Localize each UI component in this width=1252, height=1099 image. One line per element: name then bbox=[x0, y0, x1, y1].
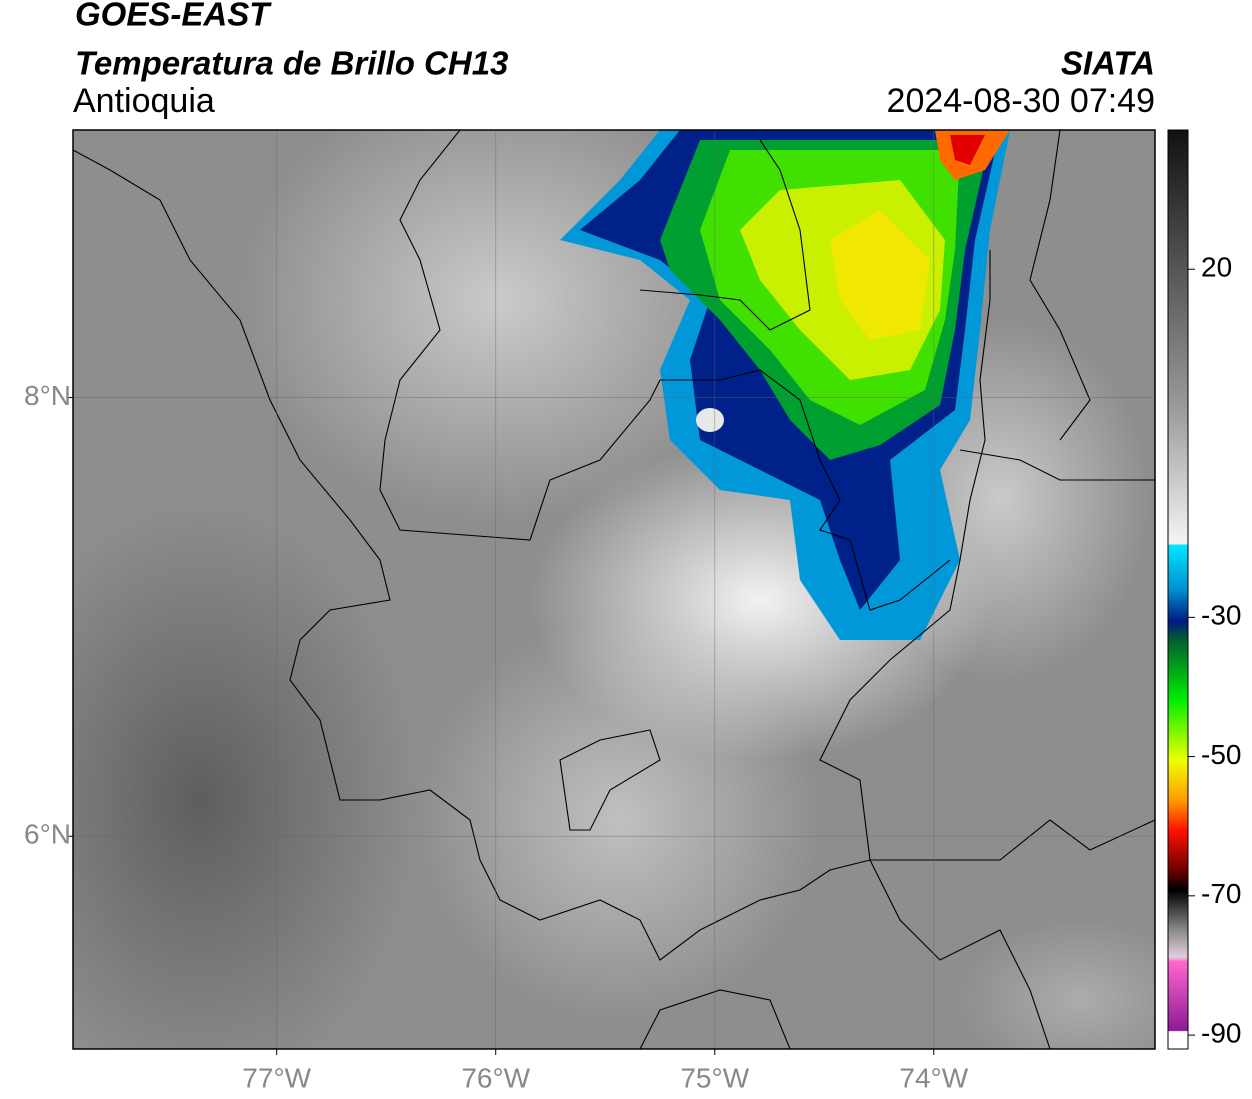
source: SIATA bbox=[1061, 45, 1155, 82]
y-tick-label: 8°N bbox=[24, 380, 71, 411]
colorbar bbox=[1167, 129, 1189, 1050]
colorbar-tick-label: -90 bbox=[1201, 1017, 1241, 1048]
x-tick-label: 74°W bbox=[899, 1062, 968, 1093]
region: Antioquia bbox=[73, 82, 215, 120]
colorbar-tick-label: -70 bbox=[1201, 878, 1241, 909]
datetime: 2024-08-30 07:49 bbox=[887, 82, 1155, 120]
satellite-name: GOES-EAST bbox=[75, 0, 272, 33]
x-tick-label: 77°W bbox=[242, 1062, 311, 1093]
y-tick-label: 6°N bbox=[24, 819, 71, 850]
x-tick-label: 75°W bbox=[680, 1062, 749, 1093]
satellite-image bbox=[73, 130, 1155, 1049]
colorbar-tick-label: -50 bbox=[1201, 739, 1241, 770]
map-title: Temperatura de Brillo CH13 bbox=[75, 45, 508, 82]
map-frame bbox=[72, 129, 1156, 1050]
colorbar-tick-label: -30 bbox=[1201, 600, 1241, 631]
colorbar-tick-label: 20 bbox=[1201, 252, 1232, 283]
x-tick-label: 76°W bbox=[461, 1062, 530, 1093]
